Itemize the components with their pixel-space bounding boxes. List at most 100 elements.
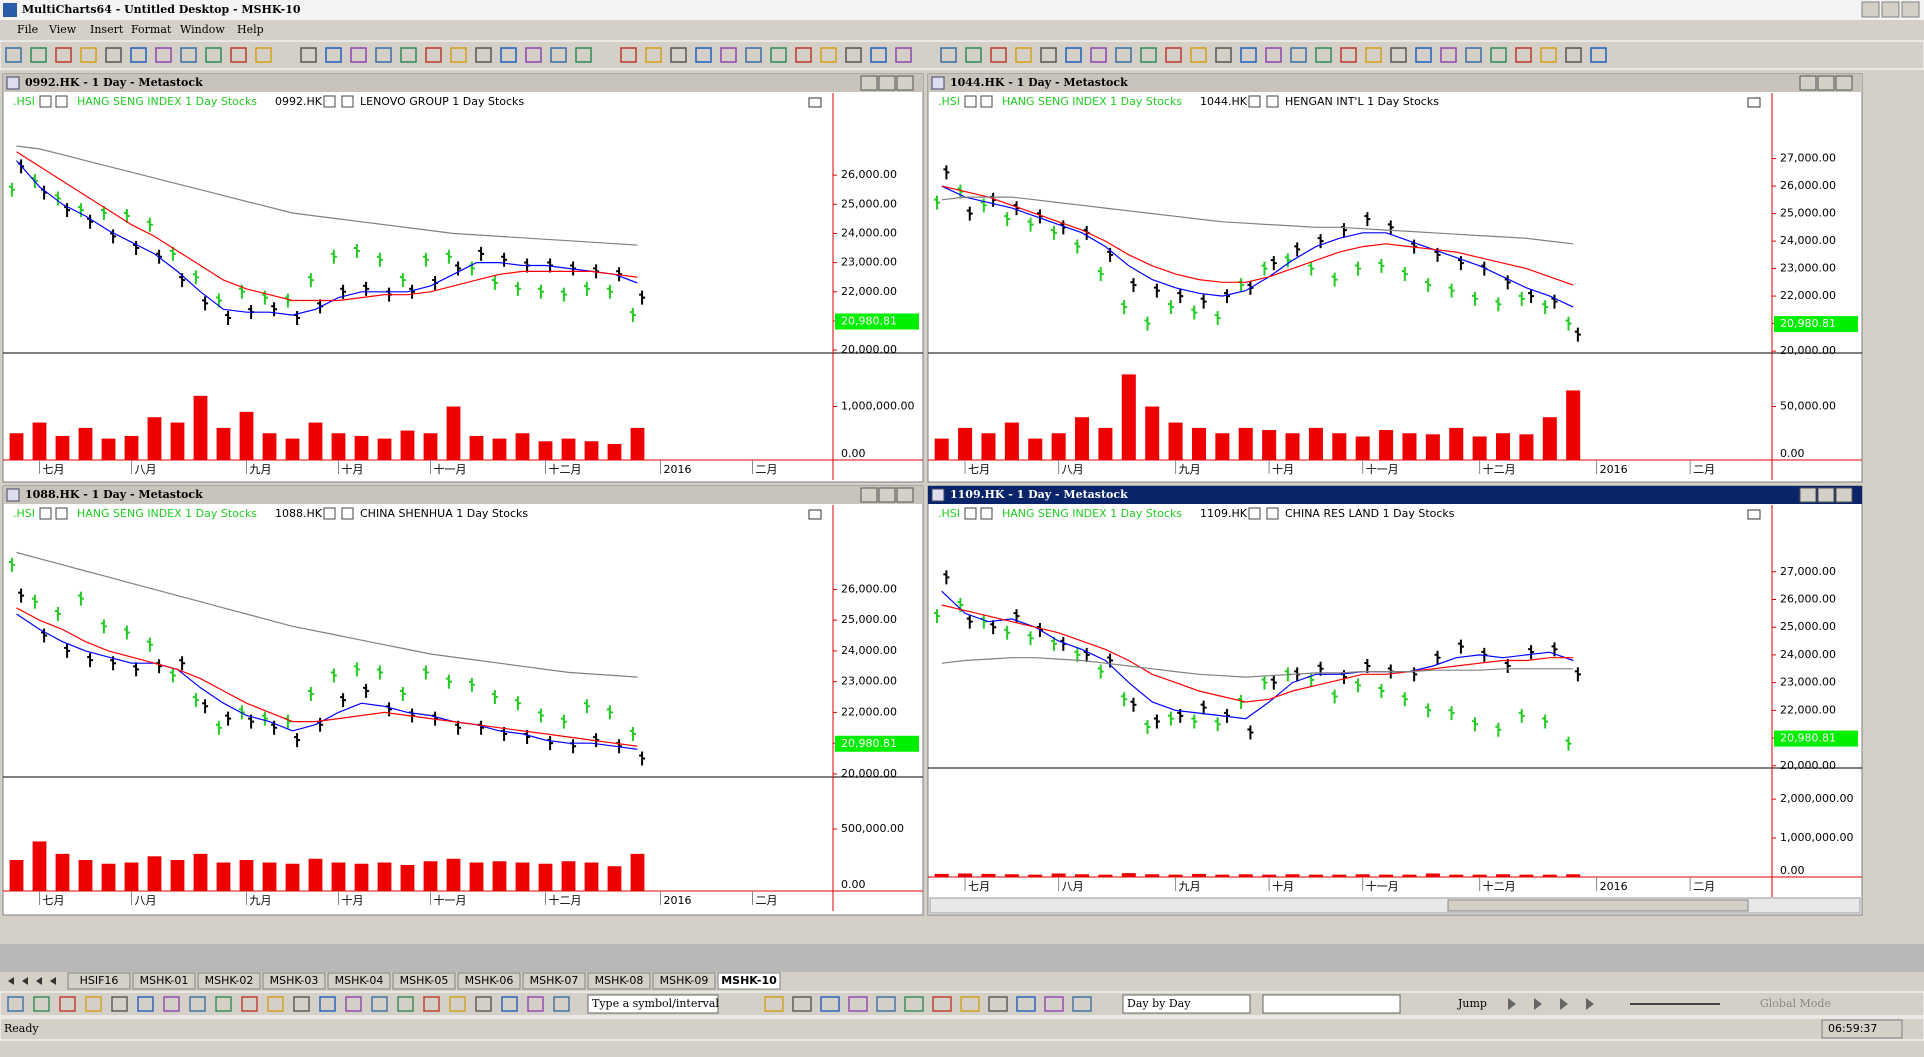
- chart-window-button[interactable]: [878, 75, 896, 91]
- tool-button[interactable]: [1044, 996, 1064, 1012]
- tab[interactable]: [717, 972, 781, 990]
- legend-dropdown[interactable]: [323, 95, 336, 108]
- chart-window-button[interactable]: [878, 487, 896, 503]
- tab-label[interactable]: MSHK-09: [660, 974, 709, 987]
- legend-dropdown[interactable]: [55, 507, 68, 520]
- toolbar-button[interactable]: [1290, 47, 1307, 63]
- toolbar-button[interactable]: [1565, 47, 1582, 63]
- tool-button[interactable]: [1016, 996, 1036, 1012]
- chart-window-button[interactable]: [1817, 487, 1835, 503]
- toolbar-button[interactable]: [1490, 47, 1507, 63]
- chart-window-button[interactable]: [1799, 75, 1817, 91]
- tab[interactable]: [67, 972, 131, 990]
- toolbar-button[interactable]: [255, 47, 272, 63]
- date-select[interactable]: [1262, 994, 1401, 1014]
- replay-button[interactable]: [1586, 998, 1594, 1010]
- window-button[interactable]: [1861, 1, 1880, 18]
- legend-dropdown[interactable]: [1248, 95, 1261, 108]
- tab[interactable]: [457, 972, 521, 990]
- toolbar-button[interactable]: [745, 47, 762, 63]
- toolbar-button[interactable]: [1065, 47, 1082, 63]
- toolbar-button[interactable]: [895, 47, 912, 63]
- chart-window-button[interactable]: [860, 75, 878, 91]
- tool-button[interactable]: [319, 996, 336, 1012]
- tool-button[interactable]: [33, 996, 50, 1012]
- toolbar-button[interactable]: [770, 47, 787, 63]
- menu-item[interactable]: Format: [131, 23, 172, 36]
- chart-window-button[interactable]: [1817, 75, 1835, 91]
- toolbar-button[interactable]: [550, 47, 567, 63]
- toolbar-button[interactable]: [795, 47, 812, 63]
- toolbar-button[interactable]: [1215, 47, 1232, 63]
- tool-button[interactable]: [792, 996, 812, 1012]
- tab-scroll-arrow[interactable]: [8, 977, 14, 985]
- toolbar-button[interactable]: [1590, 47, 1607, 63]
- legend-dropdown[interactable]: [341, 507, 354, 520]
- chart-menu-icon[interactable]: [808, 97, 822, 108]
- tab[interactable]: [587, 972, 651, 990]
- menu-item[interactable]: Insert: [90, 23, 124, 36]
- tab[interactable]: [262, 972, 326, 990]
- tool-button[interactable]: [7, 996, 24, 1012]
- chart-window-button[interactable]: [1835, 487, 1853, 503]
- toolbar-button[interactable]: [940, 47, 957, 63]
- tool-button[interactable]: [59, 996, 76, 1012]
- tool-button[interactable]: [137, 996, 154, 1012]
- legend-dropdown[interactable]: [39, 95, 52, 108]
- tab-label[interactable]: MSHK-06: [465, 974, 514, 987]
- toolbar-button[interactable]: [1240, 47, 1257, 63]
- menu-item[interactable]: Help: [237, 23, 264, 36]
- tool-button[interactable]: [475, 996, 492, 1012]
- toolbar-button[interactable]: [5, 47, 22, 63]
- toolbar-button[interactable]: [1140, 47, 1157, 63]
- replay-button[interactable]: [1534, 998, 1542, 1010]
- menu-item[interactable]: View: [48, 23, 77, 36]
- toolbar-button[interactable]: [1390, 47, 1407, 63]
- scroll-thumb[interactable]: [1447, 899, 1749, 912]
- legend-dropdown[interactable]: [964, 507, 977, 520]
- tab-scroll-arrow[interactable]: [50, 977, 56, 985]
- tool-button[interactable]: [241, 996, 258, 1012]
- tab[interactable]: [132, 972, 196, 990]
- tab-label[interactable]: MSHK-08: [595, 974, 644, 987]
- tab-label[interactable]: MSHK-04: [335, 974, 384, 987]
- toolbar-button[interactable]: [1040, 47, 1057, 63]
- tab-label[interactable]: MSHK-07: [530, 974, 579, 987]
- toolbar-button[interactable]: [990, 47, 1007, 63]
- toolbar-button[interactable]: [1540, 47, 1557, 63]
- tab-label[interactable]: MSHK-10: [721, 974, 777, 987]
- tab-label[interactable]: MSHK-01: [140, 974, 189, 987]
- toolbar-button[interactable]: [1115, 47, 1132, 63]
- replay-button[interactable]: [1508, 998, 1516, 1010]
- tool-button[interactable]: [189, 996, 206, 1012]
- toolbar-button[interactable]: [720, 47, 737, 63]
- chart-window-button[interactable]: [1799, 487, 1817, 503]
- tool-button[interactable]: [932, 996, 952, 1012]
- toolbar-button[interactable]: [1015, 47, 1032, 63]
- chart-window-button[interactable]: [896, 487, 914, 503]
- symbol-input[interactable]: [587, 994, 719, 1014]
- toolbar-button[interactable]: [425, 47, 442, 63]
- toolbar-button[interactable]: [500, 47, 517, 63]
- toolbar-button[interactable]: [820, 47, 837, 63]
- toolbar-button[interactable]: [375, 47, 392, 63]
- tool-button[interactable]: [85, 996, 102, 1012]
- toolbar-button[interactable]: [105, 47, 122, 63]
- tool-button[interactable]: [449, 996, 466, 1012]
- tool-button[interactable]: [293, 996, 310, 1012]
- tab[interactable]: [197, 972, 261, 990]
- tool-button[interactable]: [988, 996, 1008, 1012]
- tool-button[interactable]: [1072, 996, 1092, 1012]
- toolbar-button[interactable]: [1340, 47, 1357, 63]
- window-button[interactable]: [1881, 1, 1900, 18]
- tool-button[interactable]: [848, 996, 868, 1012]
- toolbar-button[interactable]: [30, 47, 47, 63]
- toolbar-button[interactable]: [525, 47, 542, 63]
- tool-button[interactable]: [397, 996, 414, 1012]
- jump-button[interactable]: Jump: [1457, 997, 1487, 1010]
- tab-label[interactable]: MSHK-05: [400, 974, 449, 987]
- toolbar-button[interactable]: [845, 47, 862, 63]
- toolbar-button[interactable]: [205, 47, 222, 63]
- tool-button[interactable]: [163, 996, 180, 1012]
- tool-button[interactable]: [423, 996, 440, 1012]
